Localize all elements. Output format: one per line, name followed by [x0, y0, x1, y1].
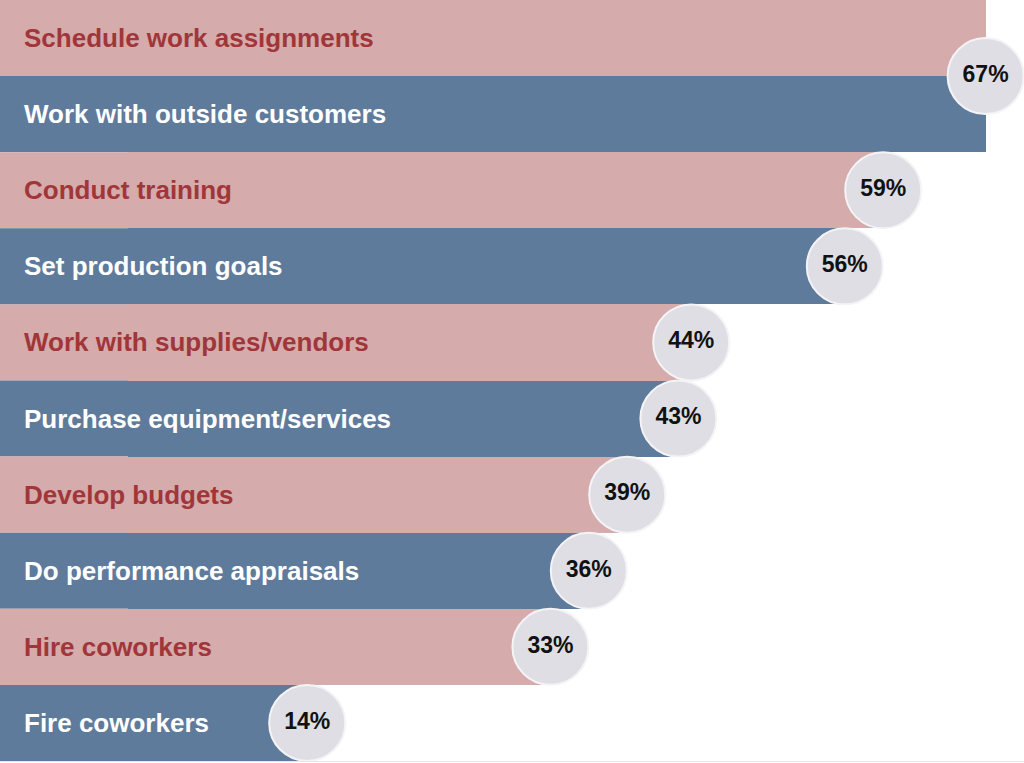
svg-text:33%: 33% [527, 632, 573, 658]
svg-text:14%: 14% [284, 708, 330, 734]
svg-text:Do performance appraisals: Do performance appraisals [24, 556, 359, 586]
svg-text:Develop budgets: Develop budgets [24, 480, 233, 510]
svg-text:36%: 36% [566, 556, 612, 582]
svg-text:Schedule work assignments: Schedule work assignments [24, 23, 374, 53]
svg-text:67%: 67% [963, 61, 1009, 87]
svg-text:44%: 44% [668, 327, 714, 353]
svg-text:Hire coworkers: Hire coworkers [24, 632, 212, 662]
svg-text:Work with supplies/vendors: Work with supplies/vendors [24, 327, 369, 357]
svg-text:Fire coworkers: Fire coworkers [24, 708, 209, 738]
svg-text:43%: 43% [655, 403, 701, 429]
svg-text:Purchase equipment/services: Purchase equipment/services [24, 404, 391, 434]
svg-text:Conduct training: Conduct training [24, 175, 232, 205]
svg-text:39%: 39% [604, 479, 650, 505]
svg-text:Set production goals: Set production goals [24, 251, 283, 281]
svg-text:59%: 59% [860, 175, 906, 201]
svg-text:56%: 56% [822, 251, 868, 277]
svg-text:Work with outside customers: Work with outside customers [24, 99, 386, 129]
